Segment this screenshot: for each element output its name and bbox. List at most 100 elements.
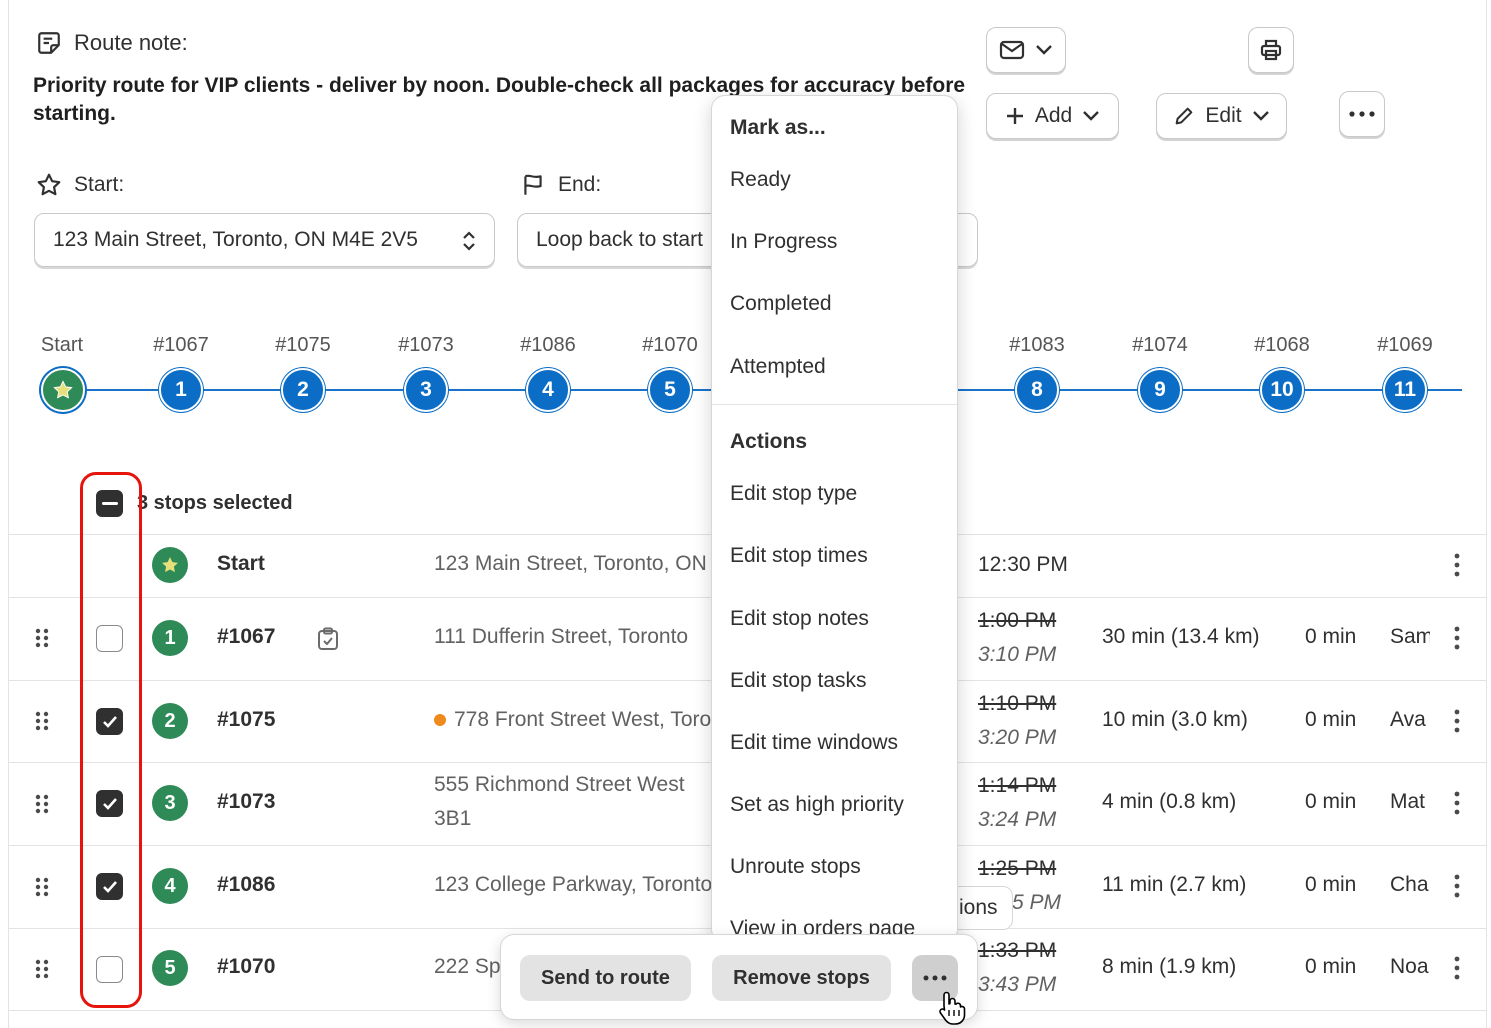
row-checkbox[interactable] — [96, 708, 123, 735]
menu-item-edit-stop-times[interactable]: Edit stop times — [730, 544, 868, 567]
row-menu-icon[interactable] — [1450, 708, 1464, 734]
row-checkbox[interactable] — [96, 956, 123, 983]
updated-time: 3:43 PM — [978, 973, 1057, 996]
route-note-label-group: Route note: — [36, 30, 188, 56]
drag-handle-icon[interactable] — [34, 793, 50, 815]
menu-item-set-high-priority[interactable]: Set as high priority — [730, 793, 904, 816]
hand-cursor-icon — [939, 991, 966, 1025]
star-filled-icon — [53, 380, 73, 399]
row-driver: Noa — [1390, 955, 1429, 978]
ellipsis-icon — [1349, 111, 1375, 117]
menu-item-edit-stop-notes[interactable]: Edit stop notes — [730, 607, 869, 630]
menu-item-in-progress[interactable]: In Progress — [730, 230, 838, 253]
checkmark-icon — [102, 715, 117, 728]
row-checkbox[interactable] — [96, 790, 123, 817]
start-label: Start: — [74, 173, 125, 196]
timeline-stop-marker[interactable]: 8 — [1015, 368, 1059, 412]
menu-item-edit-stop-tasks[interactable]: Edit stop tasks — [730, 669, 867, 692]
row-menu-icon[interactable] — [1450, 790, 1464, 816]
menu-item-ready[interactable]: Ready — [730, 168, 791, 191]
print-button[interactable] — [1248, 27, 1294, 73]
row-menu-icon[interactable] — [1450, 873, 1464, 899]
end-label: End: — [558, 173, 602, 196]
selection-header: 3 stops selected — [96, 490, 293, 517]
original-time: 1:25 PM — [978, 857, 1057, 880]
route-note-text: Priority route for VIP clients - deliver… — [33, 74, 966, 125]
row-order[interactable]: #1073 — [217, 790, 276, 813]
row-checkbox[interactable] — [96, 873, 123, 900]
updated-time: 3:20 PM — [978, 726, 1057, 749]
menu-item-completed[interactable]: Completed — [730, 292, 832, 315]
send-to-route-button[interactable]: Send to route — [520, 955, 691, 1001]
timeline-start-label: Start — [40, 334, 84, 356]
row-order: Start — [217, 552, 265, 575]
timeline-stop-marker[interactable]: 3 — [404, 368, 448, 412]
timeline-stop-marker[interactable]: 10 — [1260, 368, 1304, 412]
row-wait: 0 min — [1305, 790, 1357, 813]
more-bulk-actions-button[interactable] — [912, 955, 958, 1001]
row-address-group: 778 Front Street West, Toronto — [434, 708, 714, 732]
star-filled-icon — [162, 557, 178, 573]
timeline-stop-label: #1069 — [1377, 334, 1433, 356]
more-actions-button[interactable] — [1339, 91, 1385, 137]
row-wait: 0 min — [1305, 873, 1357, 896]
row-checkbox[interactable] — [96, 625, 123, 652]
row-address: 555 Richmond Street West — [434, 773, 685, 796]
timeline-stop-label: #1068 — [1254, 334, 1310, 356]
drag-handle-icon[interactable] — [34, 876, 50, 898]
row-menu-icon[interactable] — [1450, 955, 1464, 981]
ellipsis-icon — [923, 975, 947, 981]
edit-dropdown-button[interactable]: Edit — [1156, 93, 1287, 139]
row-address: 123 Main Street, Toronto, ON — [434, 552, 707, 575]
menu-item-attempted[interactable]: Attempted — [730, 355, 826, 378]
timeline-stop-label: #1083 — [1009, 334, 1065, 356]
drag-handle-icon[interactable] — [34, 627, 50, 649]
row-order[interactable]: #1086 — [217, 873, 276, 896]
timeline-stop-marker[interactable]: 5 — [648, 368, 692, 412]
menu-section-mark-as: Mark as... — [730, 116, 826, 139]
menu-item-edit-stop-type[interactable]: Edit stop type — [730, 482, 858, 505]
row-driver: Cha — [1390, 873, 1429, 896]
row-order[interactable]: #1070 — [217, 955, 276, 978]
star-outline-icon — [37, 173, 61, 196]
row-wait: 0 min — [1305, 708, 1357, 731]
pencil-icon — [1176, 107, 1193, 125]
timeline-start-marker[interactable] — [41, 368, 85, 412]
start-marker — [152, 547, 188, 583]
row-address: 111 Dufferin Street, Toronto — [434, 625, 689, 648]
row-time: 1:10 PM 3:20 PM — [978, 687, 1056, 755]
add-button-label: Add — [1034, 104, 1073, 127]
start-location-select[interactable]: 123 Main Street, Toronto, ON M4E 2V5 — [34, 213, 495, 267]
checkmark-icon — [102, 797, 117, 810]
stop-number-badge: 1 — [152, 620, 188, 656]
timeline-stop-label: #1075 — [275, 334, 331, 356]
row-address: 123 College Parkway, Toronto — [434, 873, 713, 896]
row-menu-icon[interactable] — [1450, 625, 1464, 651]
remove-stops-button[interactable]: Remove stops — [712, 955, 891, 1001]
row-duration: 4 min (0.8 km) — [1102, 790, 1237, 813]
select-all-checkbox[interactable] — [96, 490, 123, 517]
timeline-stop-marker[interactable]: 2 — [281, 368, 325, 412]
menu-section-actions: Actions — [730, 430, 808, 453]
timeline-stop-label: #1070 — [642, 334, 698, 356]
menu-item-edit-time-windows[interactable]: Edit time windows — [730, 731, 899, 754]
row-menu-icon[interactable] — [1450, 552, 1464, 578]
timeline-stop-marker[interactable]: 4 — [526, 368, 570, 412]
timeline-stop-marker[interactable]: 9 — [1138, 368, 1182, 412]
drag-handle-icon[interactable] — [34, 710, 50, 732]
timeline-stop-marker[interactable]: 11 — [1383, 368, 1427, 412]
timeline-stop-marker[interactable]: 1 — [159, 368, 203, 412]
original-time: 1:33 PM — [978, 939, 1057, 962]
drag-handle-icon[interactable] — [34, 958, 50, 980]
original-time: 1:14 PM — [978, 774, 1057, 797]
menu-item-unroute-stops[interactable]: Unroute stops — [730, 855, 861, 878]
original-time: 1:10 PM — [978, 692, 1057, 715]
row-order[interactable]: #1075 — [217, 708, 276, 731]
add-dropdown-button[interactable]: Add — [986, 93, 1119, 139]
chevron-down-icon — [1083, 111, 1100, 121]
priority-dot-icon — [434, 714, 446, 726]
start-label-group: Start: — [36, 172, 124, 198]
row-order[interactable]: #1067 — [217, 625, 276, 648]
bulk-action-bar: Send to route Remove stops — [500, 934, 978, 1020]
message-dropdown-button[interactable] — [986, 27, 1066, 73]
